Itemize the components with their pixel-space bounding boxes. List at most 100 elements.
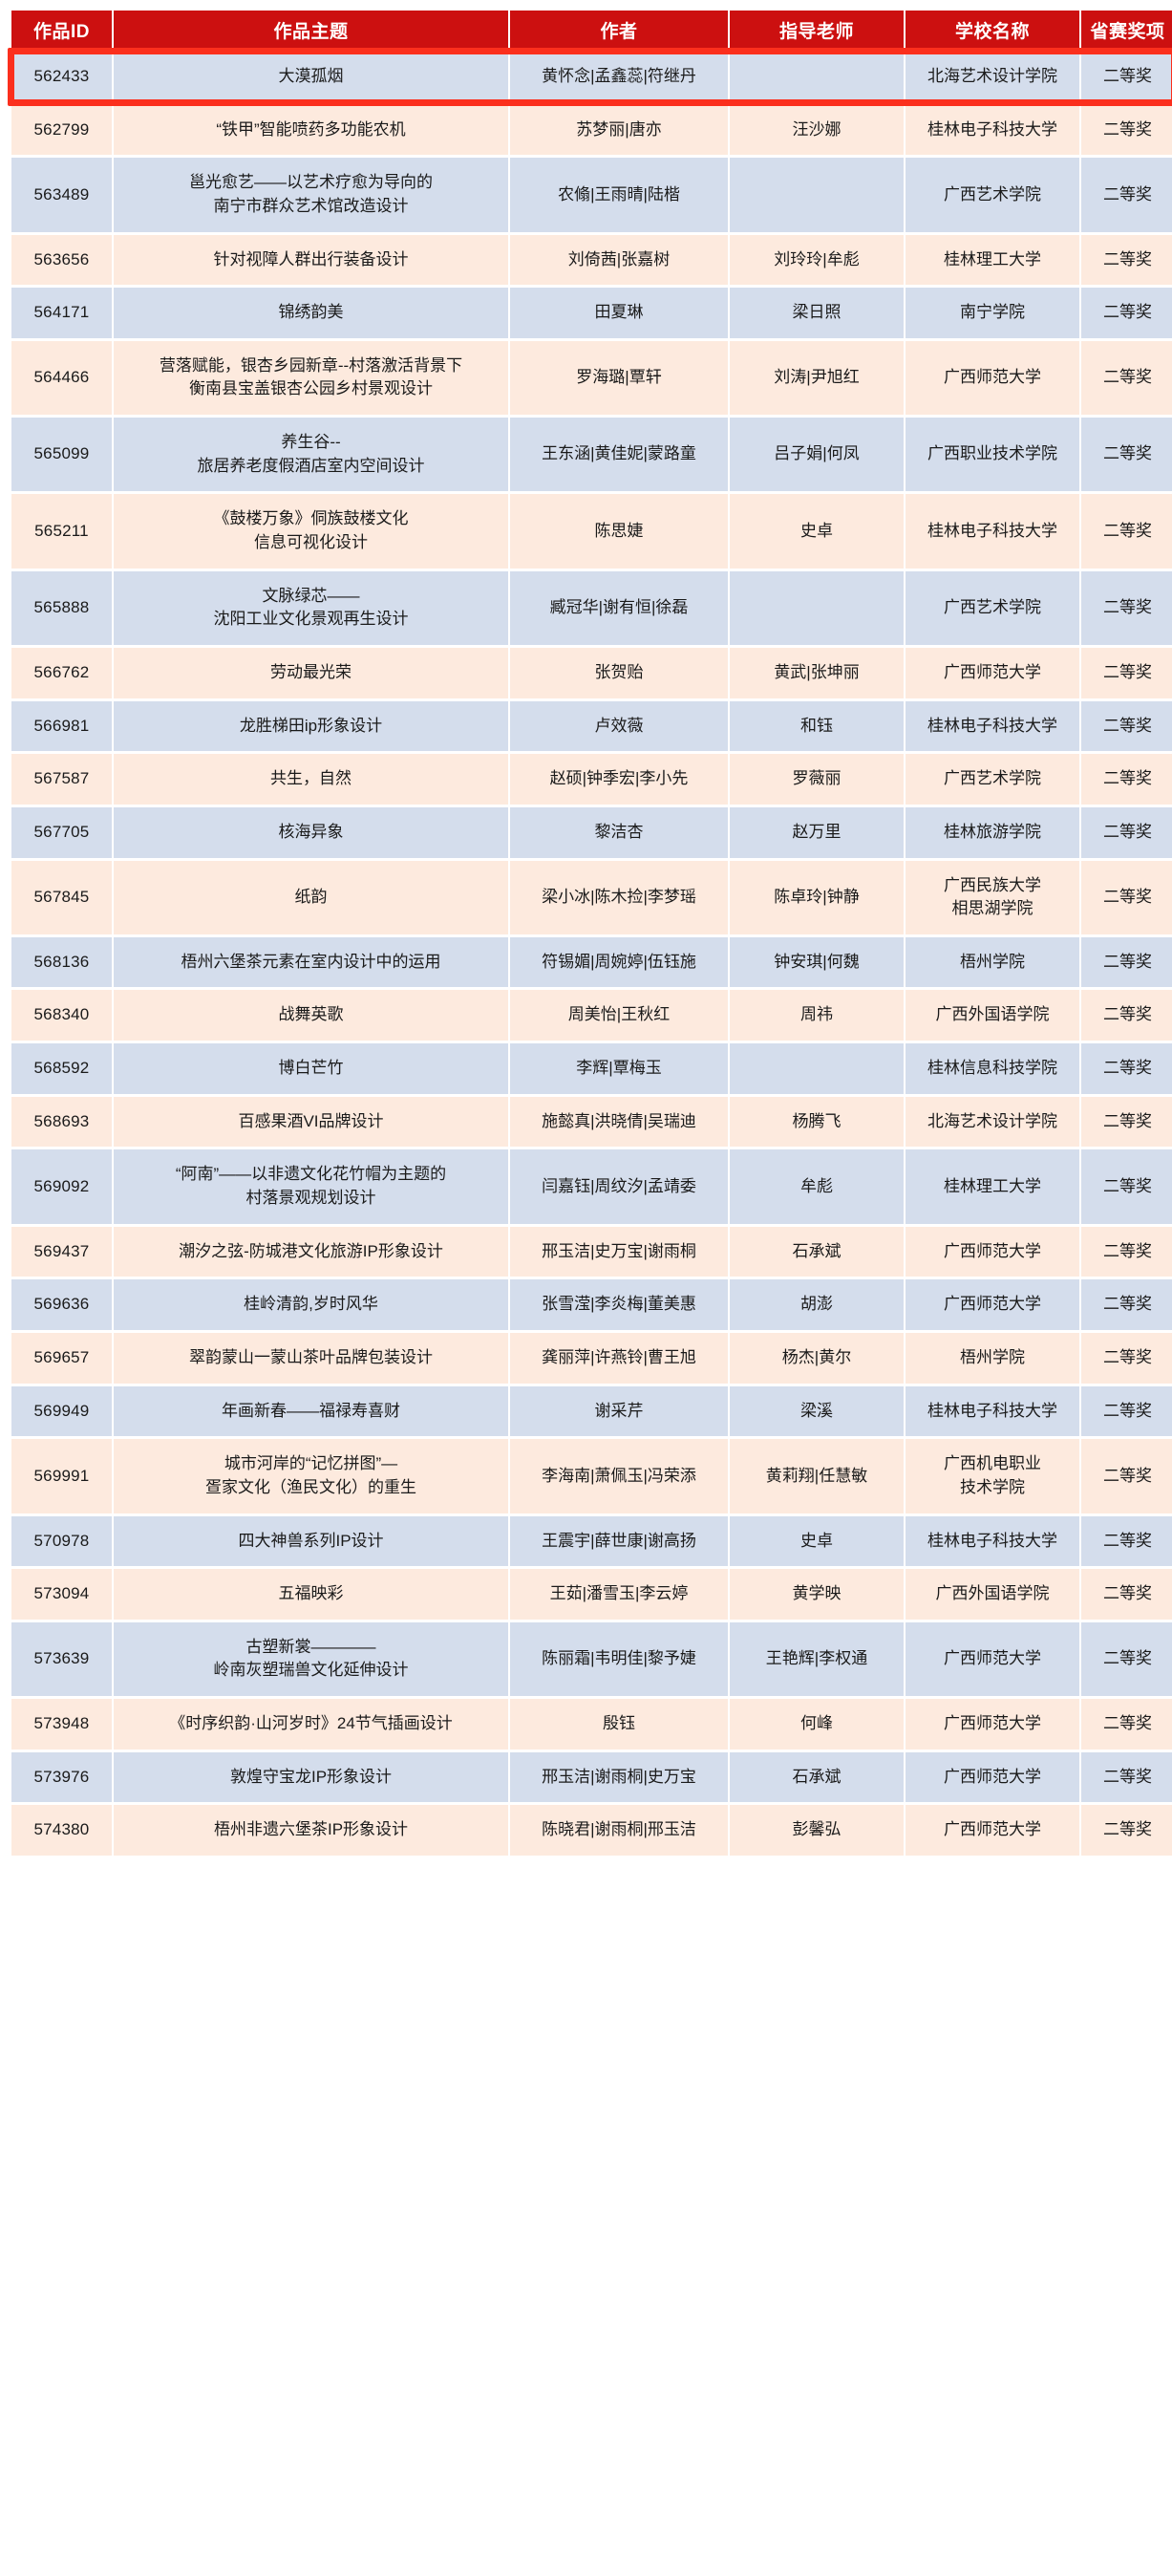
table-row[interactable]: 568136 梧州六堡茶元素在室内设计中的运用 符锡媚|周婉婷|伍钰施 钟安琪|何魏梧… [11, 936, 1172, 988]
table-row[interactable]: 565099 养生谷-- 旅居养老度假酒店室内空间设计 王东涵|黄佳妮|蒙路童 吕子娟… [11, 418, 1172, 492]
cell-award: 二等奖 [1081, 1096, 1172, 1148]
table-header: 作品ID 作品主题 作者 指导老师 学校名称 省赛奖项 [11, 11, 1172, 49]
cell-award: 二等奖 [1081, 158, 1172, 232]
table-row[interactable]: 562799 “铁甲”智能喷药多功能农机 苏梦丽|唐亦 汪沙娜 桂林电子科技大学 二等奖 [11, 104, 1172, 156]
cell-author: 龚丽萍|许燕铃|曹王旭 [510, 1332, 728, 1384]
table-row[interactable]: 567705 核海异象 黎洁杏 赵万里 桂林旅游学院 二等奖 [11, 806, 1172, 858]
table-row[interactable]: 568340 战舞英歌 周美怡|王秋红 周祎 广西外国语学院 二等奖 [11, 990, 1172, 1041]
table-row[interactable]: 569437 潮汐之弦-防城港文化旅游IP形象设计 邢玉洁|史万宝|谢雨桐 石承斌 广西… [11, 1226, 1172, 1277]
table-row[interactable]: 565888 文脉绿芯—— 沈阳工业文化景观再生设计 臧冠华|谢有恒|徐磊 广西艺术学… [11, 570, 1172, 645]
table-row[interactable]: 563489 邕光愈艺——以艺术疗愈为导向的 南宁市群众艺术馆改造设计 农翛|王雨晴… [11, 158, 1172, 232]
table-row[interactable]: 570978 四大神兽系列IP设计 王震宇|薛世康|谢高扬 史卓 桂林电子科技大学 二等奖 [11, 1515, 1172, 1567]
cell-author: 黎洁杏 [510, 806, 728, 858]
column-header-theme[interactable]: 作品主题 [114, 11, 508, 49]
cell-theme: “阿南”——以非遗文化花竹帽为主题的 村落景观规划设计 [114, 1149, 508, 1224]
table-row[interactable]: 569092 “阿南”——以非遗文化花竹帽为主题的 村落景观规划设计 闫嘉钰|周纹汐… [11, 1149, 1172, 1224]
column-header-id[interactable]: 作品ID [11, 11, 112, 49]
cell-school: 广西艺术学院 [906, 570, 1079, 645]
table-row[interactable]: 566981 龙胜梯田ip形象设计 卢效薇 和钰 桂林电子科技大学 二等奖 [11, 700, 1172, 752]
table-row[interactable]: 569657 翠韵蒙山一蒙山茶叶品牌包装设计 龚丽萍|许燕铃|曹王旭 杨杰|黄尔 梧州学… [11, 1332, 1172, 1384]
table-row[interactable]: 574380 梧州非遗六堡茶IP形象设计 陈晓君|谢雨桐|邢玉洁 彭馨弘 广西师范大学二… [11, 1805, 1172, 1856]
table-row[interactable]: 569991 城市河岸的“记忆拼图”— 疍家文化（渔民文化）的重生 李海南|萧佩玉|… [11, 1439, 1172, 1513]
table-row[interactable]: 568592 博白芒竹 李辉|覃梅玉 桂林信息科技学院 二等奖 [11, 1043, 1172, 1094]
cell-award: 二等奖 [1081, 104, 1172, 156]
cell-id: 574380 [11, 1805, 112, 1856]
column-header-mentor[interactable]: 指导老师 [730, 11, 904, 49]
award-table: 作品ID 作品主题 作者 指导老师 学校名称 省赛奖项 562433 大漠孤烟 黄怀念|孟鑫蕊… [10, 8, 1172, 1858]
cell-award: 二等奖 [1081, 1805, 1172, 1856]
cell-author: 苏梦丽|唐亦 [510, 104, 728, 156]
table-row[interactable]: 566762 劳动最光荣 张贺贻 黄武|张坤丽 广西师范大学 二等奖 [11, 647, 1172, 698]
cell-mentor: 汪沙娜 [730, 104, 904, 156]
cell-id: 567705 [11, 806, 112, 858]
cell-author: 闫嘉钰|周纹汐|孟靖委 [510, 1149, 728, 1224]
table-row[interactable]: 567587 共生，自然 赵硕|钟季宏|李小先 罗薇丽 广西艺术学院 二等奖 [11, 754, 1172, 805]
cell-mentor: 和钰 [730, 700, 904, 752]
cell-award: 二等奖 [1081, 754, 1172, 805]
cell-mentor: 吕子娟|何凤 [730, 418, 904, 492]
column-header-award[interactable]: 省赛奖项 [1081, 11, 1172, 49]
cell-id: 573094 [11, 1569, 112, 1620]
table-row[interactable]: 573639 古塑新裳———— 岭南灰塑瑞兽文化延伸设计 陈丽霜|韦明佳|黎予婕 王艳… [11, 1621, 1172, 1697]
cell-author: 赵硕|钟季宏|李小先 [510, 754, 728, 805]
cell-id: 573639 [11, 1621, 112, 1697]
cell-award: 二等奖 [1081, 570, 1172, 645]
cell-school: 广西艺术学院 [906, 754, 1079, 805]
table-row[interactable]: 573948 《时序织韵·山河岁时》24节气插画设计 殷钰 何峰 广西师范大学 二等奖 [11, 1699, 1172, 1750]
table-row[interactable]: 567845 纸韵 梁小冰|陈木捡|李梦瑶 陈卓玲|钟静 广西民族大学 相思湖学院 二等奖 [11, 860, 1172, 934]
cell-author: 邢玉洁|史万宝|谢雨桐 [510, 1226, 728, 1277]
cell-theme: 敦煌守宝龙IP形象设计 [114, 1751, 508, 1803]
cell-school: 北海艺术设计学院 [906, 52, 1079, 102]
cell-theme: 劳动最光荣 [114, 647, 508, 698]
cell-author: 李辉|覃梅玉 [510, 1043, 728, 1094]
cell-author: 陈思婕 [510, 494, 728, 569]
cell-award: 二等奖 [1081, 1149, 1172, 1224]
column-header-author[interactable]: 作者 [510, 11, 728, 49]
table-row[interactable]: 573976 敦煌守宝龙IP形象设计 邢玉洁|谢雨桐|史万宝 石承斌 广西师范大学 二等奖 [11, 1751, 1172, 1803]
cell-id: 564171 [11, 288, 112, 338]
table-row[interactable]: 565211 《鼓楼万象》侗族鼓楼文化 信息可视化设计 陈思婕 史卓 桂林电子科技大学二… [11, 494, 1172, 569]
table-row[interactable]: 569949 年画新春——福禄寿喜财 谢采芹 梁溪 桂林电子科技大学 二等奖 [11, 1385, 1172, 1437]
cell-award: 二等奖 [1081, 1332, 1172, 1384]
cell-award: 二等奖 [1081, 1515, 1172, 1567]
table-row[interactable]: 564466 营落赋能，银杏乡园新章--村落激活背景下 衡南县宝盖银杏公园乡村景观… [11, 340, 1172, 416]
table-body: 562433 大漠孤烟 黄怀念|孟鑫蕊|符继丹 北海艺术设计学院 二等奖 562799 “铁… [11, 52, 1172, 1856]
table-row[interactable]: 569636 桂岭清韵,岁时风华 张雪滢|李炎梅|董美惠 胡澎 广西师范大学 二等奖 [11, 1279, 1172, 1330]
cell-author: 陈晓君|谢雨桐|邢玉洁 [510, 1805, 728, 1856]
cell-mentor: 牟彪 [730, 1149, 904, 1224]
cell-mentor: 梁日照 [730, 288, 904, 338]
cell-theme: 古塑新裳———— 岭南灰塑瑞兽文化延伸设计 [114, 1621, 508, 1697]
cell-id: 566762 [11, 647, 112, 698]
cell-award: 二等奖 [1081, 806, 1172, 858]
cell-author: 张贺贻 [510, 647, 728, 698]
cell-award: 二等奖 [1081, 1439, 1172, 1513]
table-row[interactable]: 573094 五福映彩 王茹|潘雪玉|李云婷 黄学映 广西外国语学院 二等奖 [11, 1569, 1172, 1620]
cell-theme: 锦绣韵美 [114, 288, 508, 338]
cell-id: 563489 [11, 158, 112, 232]
cell-award: 二等奖 [1081, 1226, 1172, 1277]
cell-id: 567845 [11, 860, 112, 934]
cell-school: 广西艺术学院 [906, 158, 1079, 232]
table-row[interactable]: 562433 大漠孤烟 黄怀念|孟鑫蕊|符继丹 北海艺术设计学院 二等奖 [11, 52, 1172, 102]
cell-author: 梁小冰|陈木捡|李梦瑶 [510, 860, 728, 934]
cell-theme: “铁甲”智能喷药多功能农机 [114, 104, 508, 156]
cell-school: 广西师范大学 [906, 1699, 1079, 1750]
cell-school: 广西师范大学 [906, 1226, 1079, 1277]
cell-award: 二等奖 [1081, 936, 1172, 988]
column-header-school[interactable]: 学校名称 [906, 11, 1079, 49]
cell-author: 李海南|萧佩玉|冯荣添 [510, 1439, 728, 1513]
table-row[interactable]: 568693 百感果酒VI品牌设计 施懿真|洪晓倩|吴瑞迪 杨腾飞 北海艺术设计学院 二等… [11, 1096, 1172, 1148]
cell-theme: 文脉绿芯—— 沈阳工业文化景观再生设计 [114, 570, 508, 645]
cell-mentor: 刘玲玲|牟彪 [730, 234, 904, 286]
cell-mentor: 胡澎 [730, 1279, 904, 1330]
cell-id: 573976 [11, 1751, 112, 1803]
cell-school: 广西民族大学 相思湖学院 [906, 860, 1079, 934]
cell-award: 二等奖 [1081, 1569, 1172, 1620]
cell-school: 桂林理工大学 [906, 234, 1079, 286]
table-row[interactable]: 564171 锦绣韵美 田夏琳 梁日照 南宁学院 二等奖 [11, 288, 1172, 338]
cell-award: 二等奖 [1081, 52, 1172, 102]
table-row[interactable]: 563656 针对视障人群出行装备设计 刘倚茜|张嘉树 刘玲玲|牟彪 桂林理工大学 二等奖 [11, 234, 1172, 286]
cell-award: 二等奖 [1081, 990, 1172, 1041]
cell-theme: 共生，自然 [114, 754, 508, 805]
cell-id: 565211 [11, 494, 112, 569]
